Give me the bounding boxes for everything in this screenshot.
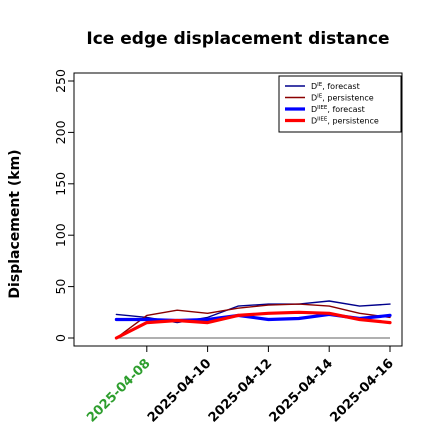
series-line-2 bbox=[115, 303, 391, 339]
y-tick-label: 150 bbox=[53, 172, 68, 196]
x-tick-label: 2025-04-08 bbox=[84, 356, 153, 425]
chart-title: Ice edge displacement distance bbox=[86, 29, 389, 49]
legend: DIE, forecast DIE, persistence DIIEE, fore… bbox=[278, 75, 402, 133]
series-layer bbox=[114, 300, 392, 340]
y-tick-label: 200 bbox=[53, 120, 68, 144]
legend-entry-4: DIIEE, persistence bbox=[311, 117, 379, 126]
x-axis: 2025-04-082025-04-102025-04-122025-04-14… bbox=[84, 346, 397, 426]
y-tick-label: 0 bbox=[53, 334, 68, 342]
legend-entry-3: DIIEE, forecast bbox=[311, 105, 365, 114]
y-tick-label: 250 bbox=[53, 69, 68, 93]
x-tick-label: 2025-04-10 bbox=[145, 356, 214, 425]
x-tick-label: 2025-04-12 bbox=[206, 356, 275, 425]
legend-entry-2: DIE, persistence bbox=[311, 94, 374, 103]
x-tick-label: 2025-04-16 bbox=[327, 356, 396, 425]
plot-area-frame bbox=[73, 72, 403, 347]
x-tick-label: 2025-04-14 bbox=[267, 356, 336, 425]
y-tick-label: 100 bbox=[53, 223, 68, 247]
y-tick-label: 50 bbox=[53, 279, 68, 295]
legend-entry-1: DIE, forecast bbox=[311, 82, 360, 91]
series-line-4 bbox=[114, 310, 392, 340]
y-axis: 0 50 100 150 200 250 bbox=[53, 69, 74, 342]
y-axis-label: Displacement (km) bbox=[7, 149, 23, 298]
